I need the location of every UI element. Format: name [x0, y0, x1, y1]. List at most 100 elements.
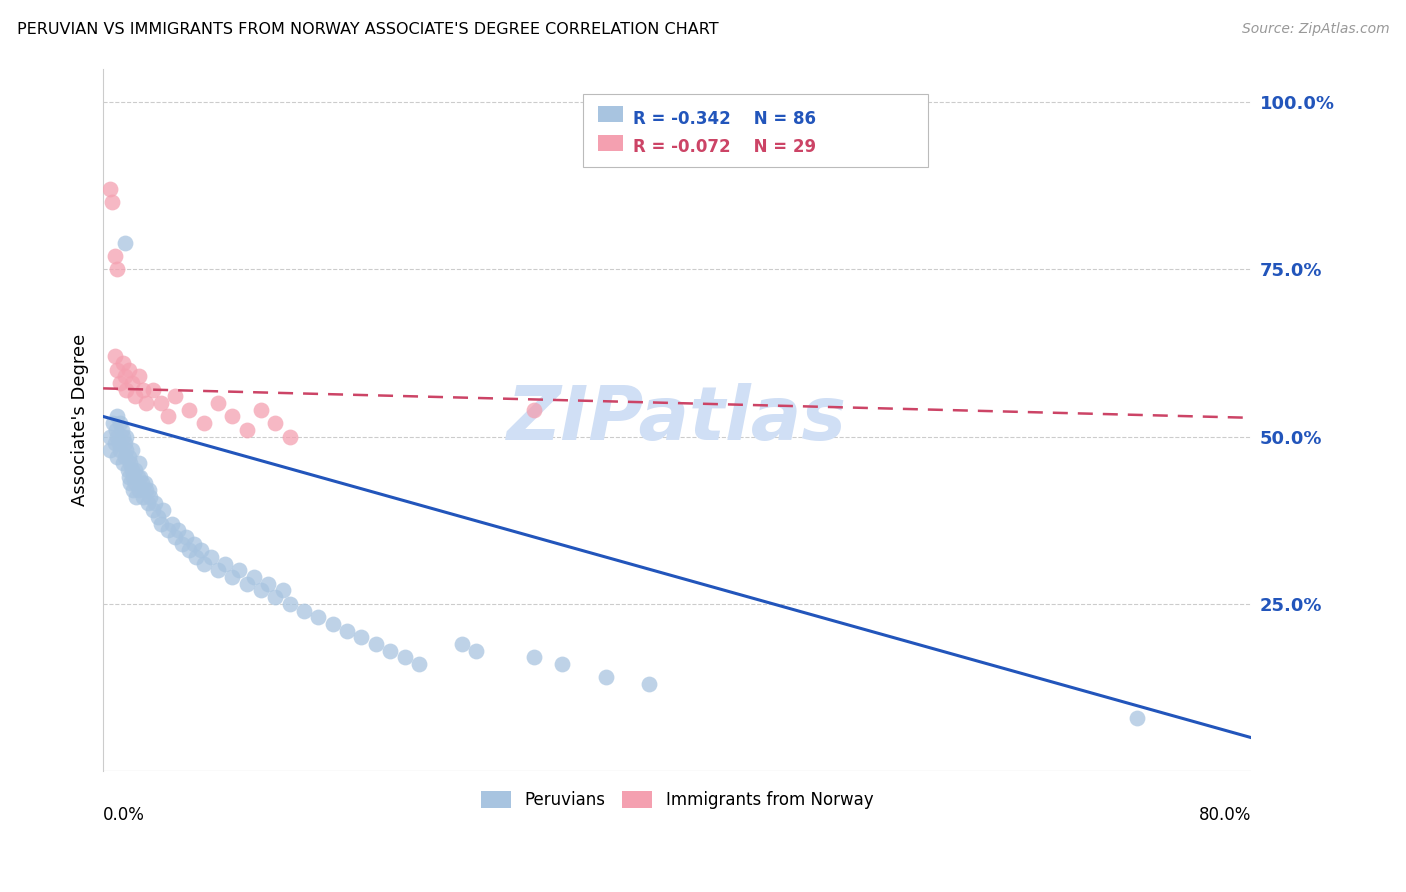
Point [98, 182, 121, 196]
Point [128, 483, 150, 497]
Point [179, 402, 201, 417]
Point [117, 463, 139, 477]
Point [100, 195, 122, 210]
Point [120, 476, 142, 491]
Point [637, 677, 659, 691]
Point [124, 476, 146, 491]
Point [107, 362, 129, 376]
Point [107, 409, 129, 424]
Point [207, 396, 229, 410]
Point [118, 450, 141, 464]
Point [114, 235, 136, 250]
Text: 80.0%: 80.0% [1199, 806, 1251, 824]
Point [108, 436, 131, 450]
Point [142, 383, 165, 397]
Point [465, 643, 488, 657]
Point [595, 670, 617, 684]
Point [124, 463, 146, 477]
Point [135, 483, 157, 497]
Point [214, 557, 236, 571]
Point [186, 549, 208, 564]
Point [170, 536, 193, 550]
Point [104, 249, 127, 263]
Point [292, 603, 315, 617]
Point [131, 476, 153, 491]
Point [125, 490, 148, 504]
Point [121, 376, 143, 390]
Point [107, 429, 129, 443]
Point [190, 543, 212, 558]
Point [122, 483, 145, 497]
Point [264, 590, 287, 604]
Point [250, 402, 273, 417]
Point [176, 530, 198, 544]
Point [394, 650, 416, 665]
Point [122, 469, 145, 483]
Point [146, 509, 169, 524]
Point [322, 616, 344, 631]
Point [235, 576, 257, 591]
Point [134, 476, 156, 491]
Point [523, 402, 546, 417]
Point [235, 423, 257, 437]
Point [114, 436, 136, 450]
Text: 0.0%: 0.0% [103, 806, 145, 824]
Text: Source: ZipAtlas.com: Source: ZipAtlas.com [1241, 22, 1389, 37]
Text: R = -0.342    N = 86: R = -0.342 N = 86 [633, 110, 815, 128]
Point [380, 643, 402, 657]
Point [523, 650, 546, 665]
Point [149, 396, 172, 410]
Point [451, 637, 474, 651]
Point [128, 456, 150, 470]
Point [128, 369, 150, 384]
Point [152, 503, 174, 517]
Point [110, 416, 132, 430]
Point [257, 576, 280, 591]
Point [193, 557, 215, 571]
Point [149, 516, 172, 531]
Point [105, 423, 128, 437]
Point [179, 543, 201, 558]
Point [114, 450, 136, 464]
Text: ZIPatlas: ZIPatlas [508, 384, 848, 457]
Point [156, 409, 179, 424]
Point [118, 362, 141, 376]
Point [350, 630, 373, 644]
Point [98, 429, 121, 443]
Point [307, 610, 329, 624]
Point [200, 549, 222, 564]
Point [132, 490, 155, 504]
Point [250, 583, 273, 598]
Point [243, 570, 266, 584]
Point [104, 436, 127, 450]
Point [132, 383, 155, 397]
Point [163, 530, 186, 544]
Point [278, 429, 301, 443]
Point [121, 463, 143, 477]
Legend: Peruvians, Immigrants from Norway: Peruvians, Immigrants from Norway [475, 784, 880, 815]
Point [228, 563, 250, 577]
Point [135, 396, 157, 410]
Point [104, 349, 127, 363]
Point [129, 469, 152, 483]
Point [115, 442, 138, 457]
Point [124, 389, 146, 403]
Point [160, 516, 183, 531]
Point [107, 450, 129, 464]
Point [115, 383, 138, 397]
Point [121, 442, 143, 457]
Y-axis label: Associate's Degree: Associate's Degree [72, 334, 89, 506]
Point [110, 376, 132, 390]
Point [118, 469, 141, 483]
Point [112, 429, 135, 443]
Point [142, 503, 165, 517]
Point [112, 456, 135, 470]
Point [551, 657, 574, 671]
Point [101, 416, 124, 430]
Point [127, 469, 149, 483]
Point [114, 369, 136, 384]
Point [163, 389, 186, 403]
Point [98, 442, 121, 457]
Point [264, 416, 287, 430]
Point [120, 456, 142, 470]
